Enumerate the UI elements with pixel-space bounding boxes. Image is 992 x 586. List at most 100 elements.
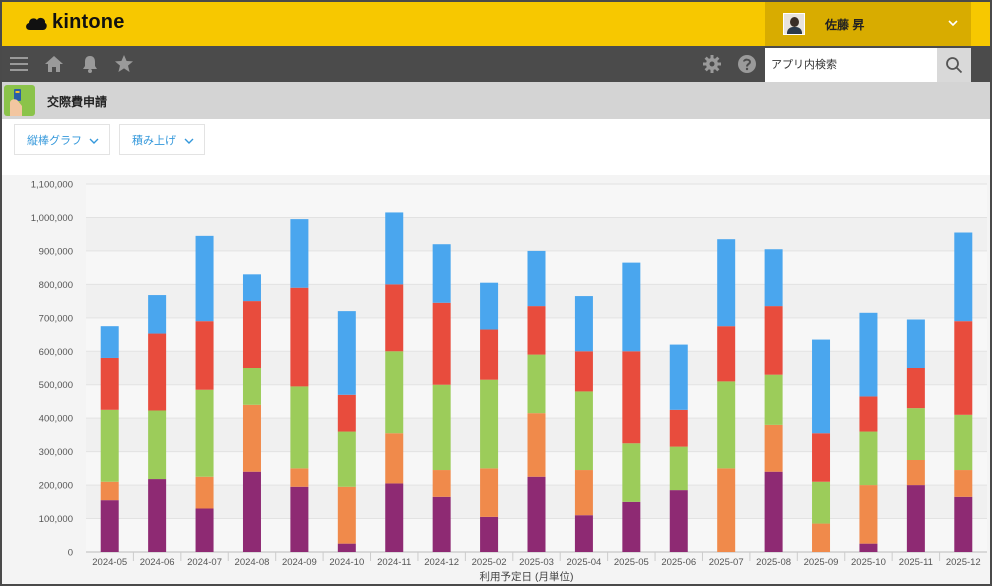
bar-segment	[242, 368, 261, 405]
y-tick-label: 100,000	[39, 514, 73, 525]
nav-bar	[2, 46, 990, 82]
bar-segment	[148, 295, 167, 334]
bar-segment	[527, 413, 546, 477]
y-tick-label: 800,000	[39, 280, 73, 291]
chevron-down-icon	[184, 138, 194, 144]
bar-segment	[432, 470, 451, 497]
bar-segment	[764, 424, 783, 472]
bar-segment	[432, 302, 451, 385]
x-tick-label: 2024-11	[377, 557, 411, 568]
bar-segment	[100, 357, 119, 410]
app-icon[interactable]	[4, 85, 35, 116]
bar-segment	[432, 384, 451, 471]
chevron-down-icon	[89, 138, 99, 144]
bar-segment	[195, 508, 214, 552]
bar-segment	[717, 326, 736, 382]
x-tick-label: 2024-06	[140, 557, 175, 568]
bar-segment	[100, 481, 119, 501]
bar-segment	[954, 496, 973, 552]
y-tick-label: 0	[68, 548, 73, 559]
bar-segment	[527, 476, 546, 552]
star-icon[interactable]	[114, 54, 134, 74]
bar-segment	[242, 301, 261, 368]
kintone-logo[interactable]: kintone	[24, 11, 125, 34]
bar-segment	[574, 515, 593, 552]
bar-segment	[480, 516, 499, 552]
bar-segment	[669, 446, 688, 491]
bar-segment	[954, 232, 973, 322]
bar-segment	[669, 490, 688, 552]
x-tick-label: 2024-05	[92, 557, 127, 568]
bar-segment	[859, 396, 878, 432]
x-tick-label: 2025-07	[709, 557, 744, 568]
bar-segment	[812, 339, 831, 434]
bar-segment	[764, 306, 783, 375]
bar-segment	[764, 249, 783, 307]
x-tick-label: 2025-11	[899, 557, 933, 568]
x-tick-label: 2025-12	[946, 557, 981, 568]
bar-segment	[764, 471, 783, 552]
bar-segment	[432, 244, 451, 303]
bar-segment	[859, 485, 878, 544]
bar-segment	[906, 460, 925, 486]
y-tick-label: 700,000	[39, 313, 73, 324]
bar-segment	[669, 409, 688, 447]
chart-type-dropdown[interactable]: 縦棒グラフ	[14, 124, 110, 155]
bar-segment	[337, 394, 356, 432]
x-tick-label: 2025-08	[756, 557, 791, 568]
bar-segment	[100, 409, 119, 482]
x-tick-label: 2025-09	[804, 557, 839, 568]
bar-segment	[669, 344, 688, 410]
bar-segment	[432, 496, 451, 552]
app-header: 交際費申請	[2, 82, 990, 119]
bar-segment	[242, 471, 261, 552]
x-tick-label: 2025-06	[661, 557, 696, 568]
bar-segment	[242, 404, 261, 472]
bar-segment	[859, 543, 878, 552]
bar-segment	[906, 368, 925, 409]
gear-icon[interactable]	[702, 54, 722, 74]
bar-segment	[622, 262, 641, 352]
y-tick-label: 300,000	[39, 447, 73, 458]
search-button[interactable]	[937, 48, 971, 82]
logo-text: kintone	[52, 11, 125, 33]
bar-segment	[290, 386, 309, 469]
plot-band	[86, 184, 987, 218]
bar-segment	[290, 486, 309, 552]
bar-segment	[290, 468, 309, 487]
header-bar: kintone 佐藤 昇	[2, 2, 990, 46]
bar-segment	[527, 250, 546, 307]
chevron-down-icon	[948, 20, 958, 27]
bell-icon[interactable]	[80, 54, 100, 74]
bar-segment	[906, 319, 925, 368]
y-tick-label: 1,000,000	[31, 213, 73, 224]
bar-segment	[954, 414, 973, 471]
user-menu[interactable]: 佐藤 昇	[765, 2, 971, 46]
bar-segment	[148, 333, 167, 411]
chart-panel: 0 100,000 200,000 300,000 400,000 500,000 600,…	[2, 175, 990, 584]
search-input[interactable]	[765, 48, 925, 82]
bar-segment	[812, 481, 831, 524]
bar-segment	[195, 476, 214, 509]
stacked-bar-chart: 0 100,000 200,000 300,000 400,000 500,000 600,…	[31, 180, 987, 583]
bar-segment	[859, 431, 878, 486]
home-icon[interactable]	[44, 54, 64, 74]
x-tick-label: 2024-07	[187, 557, 222, 568]
x-tick-label: 2024-10	[329, 557, 364, 568]
bar-segment	[148, 479, 167, 552]
cloud-logo-icon	[26, 17, 47, 30]
bar-segment	[290, 287, 309, 387]
x-tick-label: 2025-03	[519, 557, 554, 568]
stack-mode-dropdown[interactable]: 積み上げ	[119, 124, 205, 155]
help-icon[interactable]	[737, 54, 757, 74]
bar-segment	[954, 321, 973, 415]
x-tick-label: 2025-05	[614, 557, 649, 568]
bar-segment	[574, 351, 593, 392]
bar-segment	[622, 351, 641, 444]
hamburger-menu-icon[interactable]	[9, 54, 29, 74]
y-tick-label: 900,000	[39, 246, 73, 257]
x-tick-label: 2024-09	[282, 557, 317, 568]
bar-segment	[812, 433, 831, 482]
bar-segment	[717, 239, 736, 327]
x-tick-label: 2025-10	[851, 557, 886, 568]
